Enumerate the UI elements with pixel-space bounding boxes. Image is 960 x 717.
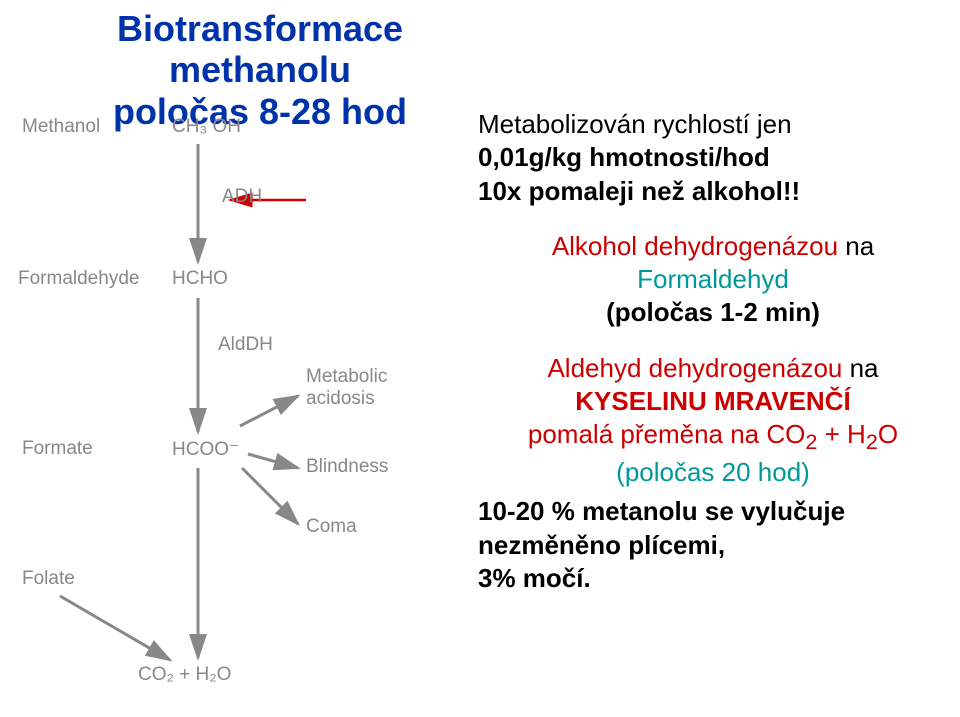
p3-l6: nezměněno plícemi, [478, 530, 725, 560]
p3-l3: pomalá přeměna na CO2 + H2O [528, 419, 898, 449]
title-line-1: Biotransformace methanolu [117, 8, 403, 90]
para-metabolism-rate: Metabolizován rychlostí jen 0,01g/kg hmo… [478, 108, 948, 208]
outcome-acidosis-l1: Metabolic [306, 366, 387, 387]
arrow-to-acidosis [240, 396, 298, 426]
enzyme-adh: ADH [222, 186, 262, 208]
p2-l1a: Alkohol dehydrogenázou [552, 231, 838, 261]
p2-l2: Formaldehyd [637, 264, 789, 294]
para-adh-step: Alkohol dehydrogenázou na Formaldehyd (p… [478, 230, 948, 330]
outcome-acidosis: Metabolic acidosis [306, 366, 387, 410]
node-methanol-formula: CH₃ OH [172, 116, 241, 138]
p3-l3s1: 2 [805, 429, 817, 454]
outcome-acidosis-l2: acidosis [306, 388, 375, 409]
arrow-to-coma [242, 468, 298, 524]
node-formate-label: Formate [22, 438, 93, 460]
p3-l5: 10-20 % metanolu se vylučuje [478, 496, 845, 526]
p3-l3c: O [878, 419, 898, 449]
description-column: Metabolizován rychlostí jen 0,01g/kg hmo… [478, 108, 948, 617]
p3-l3a: pomalá přeměna na CO [528, 419, 805, 449]
p3-l4: (poločas 20 hod) [616, 457, 810, 487]
arrow-to-blindness [248, 454, 298, 468]
outcome-coma: Coma [306, 516, 357, 538]
node-folate-label: Folate [22, 568, 75, 590]
p3-l3b: + H [817, 419, 865, 449]
p3-l1b: na [842, 353, 878, 383]
p3-l2: KYSELINU MRAVENČÍ [575, 386, 850, 416]
p3-l1a: Aldehyd dehydrogenázou [547, 353, 842, 383]
p3-l3s2: 2 [866, 429, 878, 454]
para-excretion: 10-20 % metanolu se vylučuje nezměněno p… [478, 495, 948, 595]
p2-l3: (poločas 1-2 min) [606, 297, 820, 327]
node-formaldehyde-formula: HCHO [172, 268, 228, 290]
enzyme-alddh: AldDH [218, 334, 273, 356]
p1-l2: 0,01g/kg hmotnosti/hod [478, 142, 770, 172]
p1-l3: 10x pomaleji než alkohol!! [478, 176, 800, 206]
para-alddh-step: Aldehyd dehydrogenázou na KYSELINU MRAVE… [478, 352, 948, 490]
outcome-blindness: Blindness [306, 456, 388, 478]
node-methanol-label: Methanol [22, 116, 100, 138]
p2-l1b: na [838, 231, 874, 261]
arrow-folate-co2 [60, 596, 170, 660]
node-formate-formula: HCOO⁻ [172, 438, 239, 461]
p3-l7: 3% močí. [478, 563, 591, 593]
node-formaldehyde-label: Formaldehyde [18, 268, 139, 290]
pathway-diagram: Methanol CH₃ OH ADH Formaldehyde HCHO Al… [18, 106, 468, 704]
node-co2-formula: CO₂ + H₂O [138, 664, 231, 686]
p1-l1: Metabolizován rychlostí jen [478, 109, 792, 139]
